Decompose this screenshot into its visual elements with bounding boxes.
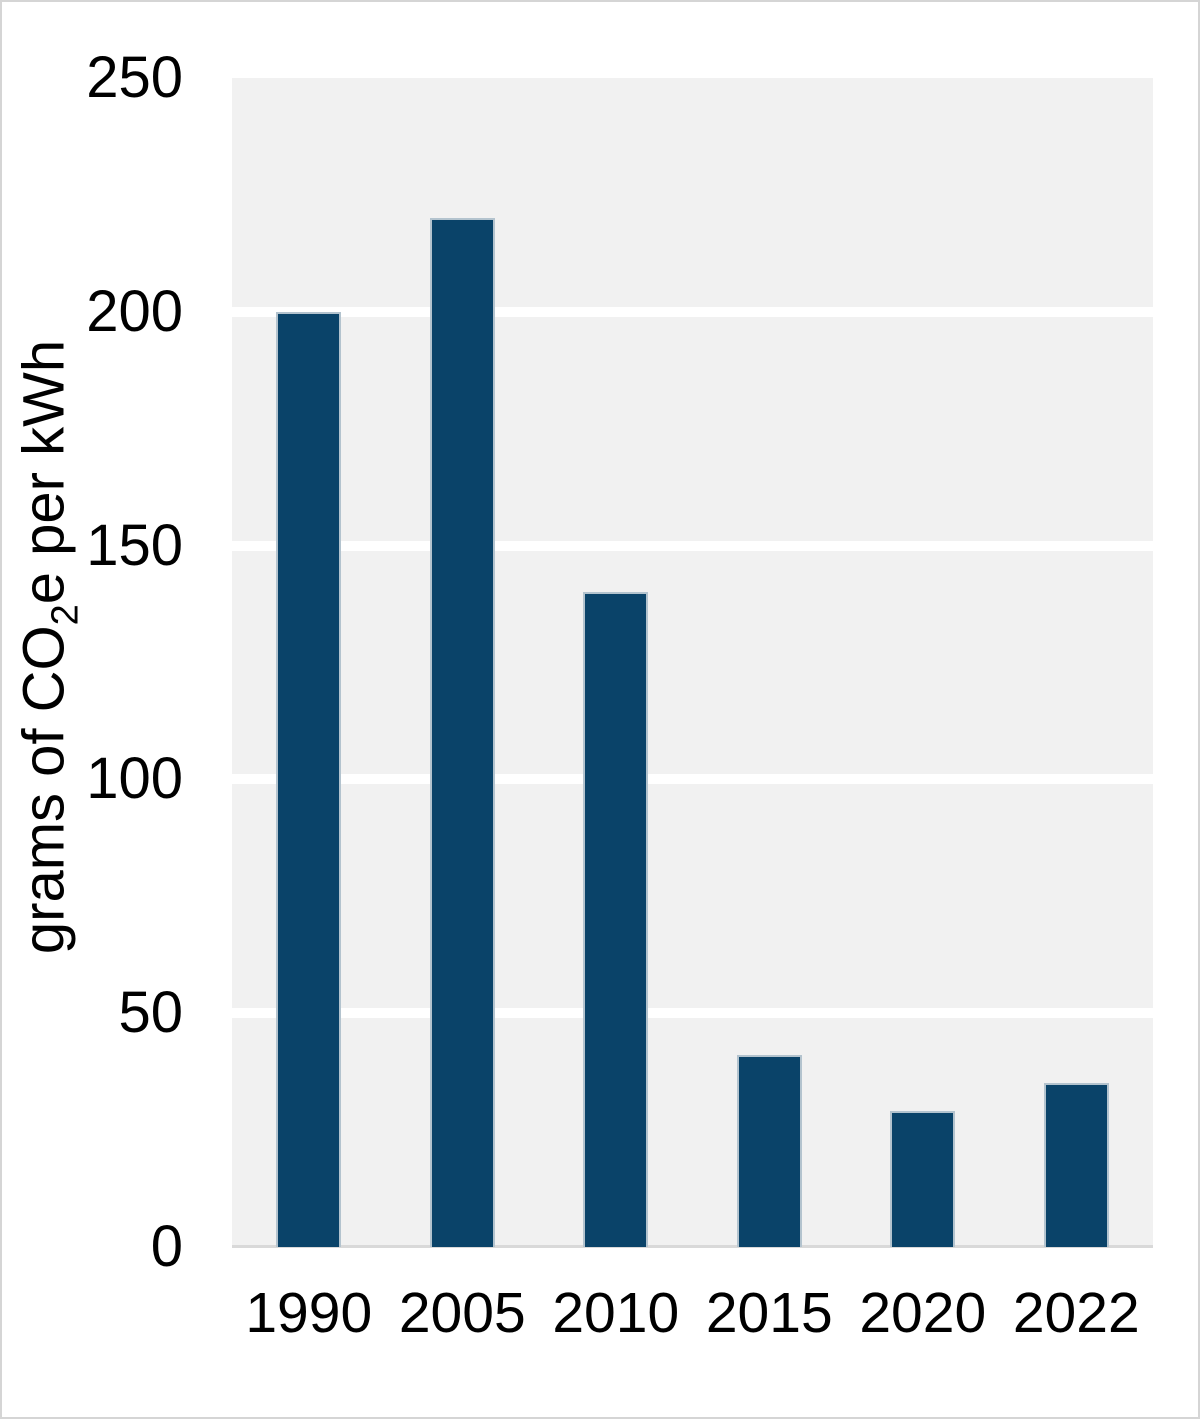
y-axis-title-prefix: grams of CO — [11, 625, 77, 955]
y-tick-label-150: 150 — [86, 512, 183, 578]
x-tick-label-2010: 2010 — [552, 1281, 680, 1345]
bar-2005 — [429, 218, 495, 1247]
x-tick-label-2005: 2005 — [398, 1281, 526, 1345]
gridline-200 — [232, 306, 1153, 317]
bar-2015 — [736, 1055, 802, 1247]
y-axis-title-subscript: 2 — [44, 604, 87, 626]
bar-2020 — [890, 1111, 956, 1247]
bar-2010 — [583, 592, 649, 1247]
y-axis-title: grams of CO2e per kWh — [11, 339, 98, 955]
plot-panel-background — [232, 78, 1153, 1247]
y-tick-label-50: 50 — [118, 980, 183, 1046]
gridline-100 — [232, 774, 1153, 785]
x-tick-label-2015: 2015 — [705, 1281, 833, 1345]
x-tick-label-2020: 2020 — [859, 1281, 987, 1345]
gridline-150 — [232, 540, 1153, 551]
bar-2022 — [1043, 1083, 1109, 1247]
x-axis-line — [232, 1245, 1153, 1248]
y-axis-title-suffix: e per kWh — [11, 339, 77, 605]
y-tick-label-200: 200 — [86, 278, 183, 344]
y-tick-label-250: 250 — [86, 45, 183, 110]
gridline-50 — [232, 1008, 1153, 1019]
y-tick-label-100: 100 — [86, 746, 183, 812]
y-tick-label-0: 0 — [150, 1214, 183, 1279]
bar-1990 — [276, 311, 342, 1247]
x-tick-label-2022: 2022 — [1012, 1281, 1140, 1345]
x-tick-label-1990: 1990 — [245, 1281, 373, 1345]
plot-area — [232, 78, 1153, 1248]
